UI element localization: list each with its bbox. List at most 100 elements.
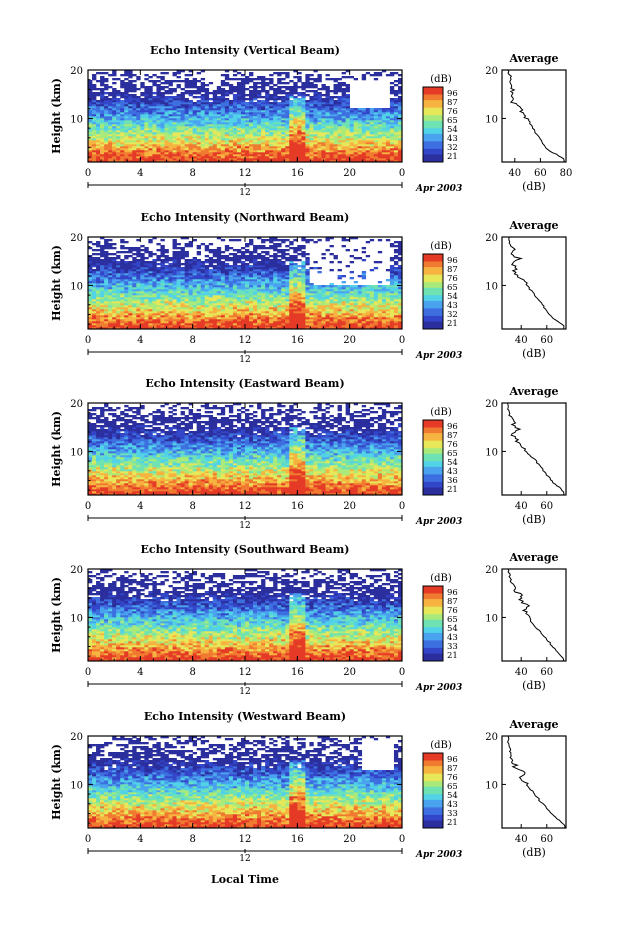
heatmap-cell <box>245 275 250 278</box>
heatmap-cell <box>317 142 322 145</box>
heatmap-cell <box>273 285 278 288</box>
heatmap-cell <box>261 323 266 326</box>
heatmap-cell <box>245 114 250 117</box>
heatmap-cell <box>104 305 109 308</box>
heatmap-cell <box>397 142 403 145</box>
heatmap-cell <box>96 152 101 155</box>
heatmap-cell <box>240 124 246 127</box>
heatmap-cell <box>128 104 133 107</box>
heatmap-cell <box>88 154 93 157</box>
heatmap-cell <box>116 325 121 328</box>
heatmap-cell <box>265 158 270 161</box>
heatmap-cell <box>140 325 145 328</box>
heatmap-cell <box>309 140 314 143</box>
heatmap-cell <box>253 142 258 145</box>
heatmap-cell <box>148 315 153 318</box>
heatmap-cell <box>220 144 226 147</box>
heatmap-cell <box>164 86 169 89</box>
heatmap-cell <box>204 321 210 324</box>
heatmap-cell <box>164 154 169 157</box>
heatmap-cell <box>108 154 113 157</box>
heatmap-cell <box>281 150 286 153</box>
heatmap-cell <box>249 154 254 157</box>
heatmap-cell <box>228 90 234 93</box>
heatmap-cell <box>249 98 254 101</box>
heatmap-cell <box>353 132 359 135</box>
heatmap-cell <box>321 114 326 117</box>
heatmap-cell <box>192 265 197 268</box>
heatmap-cell <box>393 150 399 153</box>
heatmap-cell <box>257 275 262 278</box>
heatmap-cell <box>305 120 310 123</box>
heatmap-cell <box>240 102 246 105</box>
heatmap-cell <box>232 281 238 284</box>
heatmap-cell <box>188 301 193 304</box>
heatmap-cell <box>216 291 222 294</box>
heatmap-cell <box>393 144 399 147</box>
heatmap-cell <box>212 315 218 318</box>
heatmap-cell <box>140 102 145 105</box>
heatmap-cell <box>240 313 246 316</box>
heatmap-cell <box>249 265 254 268</box>
heatmap-cell <box>188 110 193 113</box>
heatmap-cell <box>152 74 157 77</box>
heatmap-cell <box>281 112 286 115</box>
heatmap-cell <box>236 108 242 111</box>
heatmap-cell <box>200 315 206 318</box>
heatmap-cell <box>353 156 359 159</box>
heatmap-cell <box>172 291 177 294</box>
colorbar-segment <box>423 92 443 95</box>
heatmap-cell <box>176 138 181 141</box>
date-label: Apr 2003 <box>415 184 462 194</box>
heatmap-cell <box>88 118 93 121</box>
heatmap-cell <box>228 291 234 294</box>
heatmap-cell <box>164 92 169 95</box>
heatmap-cell <box>289 144 294 147</box>
heatmap-cell <box>100 255 105 258</box>
heatmap-cell <box>104 271 109 274</box>
heatmap-cell <box>305 148 310 151</box>
heatmap-cell <box>132 277 137 280</box>
heatmap-cell <box>184 311 189 314</box>
heatmap-cell <box>204 152 210 155</box>
heatmap-cell <box>373 130 379 133</box>
heatmap-cell <box>104 255 109 258</box>
heatmap-cell <box>168 273 173 276</box>
heatmap-cell <box>92 269 97 272</box>
heatmap-cell <box>321 98 326 101</box>
heatmap-cell <box>180 279 185 282</box>
heatmap-cell <box>297 124 302 127</box>
heatmap-cell <box>305 102 310 105</box>
heatmap-cell <box>108 245 113 248</box>
heatmap-cell <box>100 122 105 125</box>
heatmap-cell <box>112 112 117 115</box>
heatmap-cell <box>337 136 342 139</box>
heatmap-cell <box>144 104 149 107</box>
heatmap-cell <box>116 124 121 127</box>
heatmap-cell <box>168 120 173 123</box>
heatmap-cell <box>389 130 395 133</box>
heatmap-cell <box>204 138 210 141</box>
heatmap-cell <box>249 323 254 326</box>
heatmap-cell <box>204 154 210 157</box>
heatmap-cell <box>116 116 121 119</box>
heatmap-cell <box>168 136 173 139</box>
heatmap-cell <box>345 126 350 129</box>
heatmap-cell <box>132 148 137 151</box>
heatmap-cell <box>152 267 157 270</box>
heatmap-cell <box>168 110 173 113</box>
heatmap-cell <box>108 273 113 276</box>
heatmap-cell <box>273 273 278 276</box>
heatmap-cell <box>88 138 93 141</box>
heatmap-cell <box>245 152 250 155</box>
heatmap-cell <box>345 70 350 73</box>
heatmap-cell <box>192 114 197 117</box>
heatmap-cell <box>265 114 270 117</box>
heatmap-cell <box>176 102 181 105</box>
heatmap-cell <box>116 106 121 109</box>
heatmap-cell <box>212 136 218 139</box>
heatmap-cell <box>144 267 149 270</box>
heatmap-cell <box>104 130 109 133</box>
heatmap-cell <box>341 148 346 151</box>
heatmap-cell <box>273 122 278 125</box>
